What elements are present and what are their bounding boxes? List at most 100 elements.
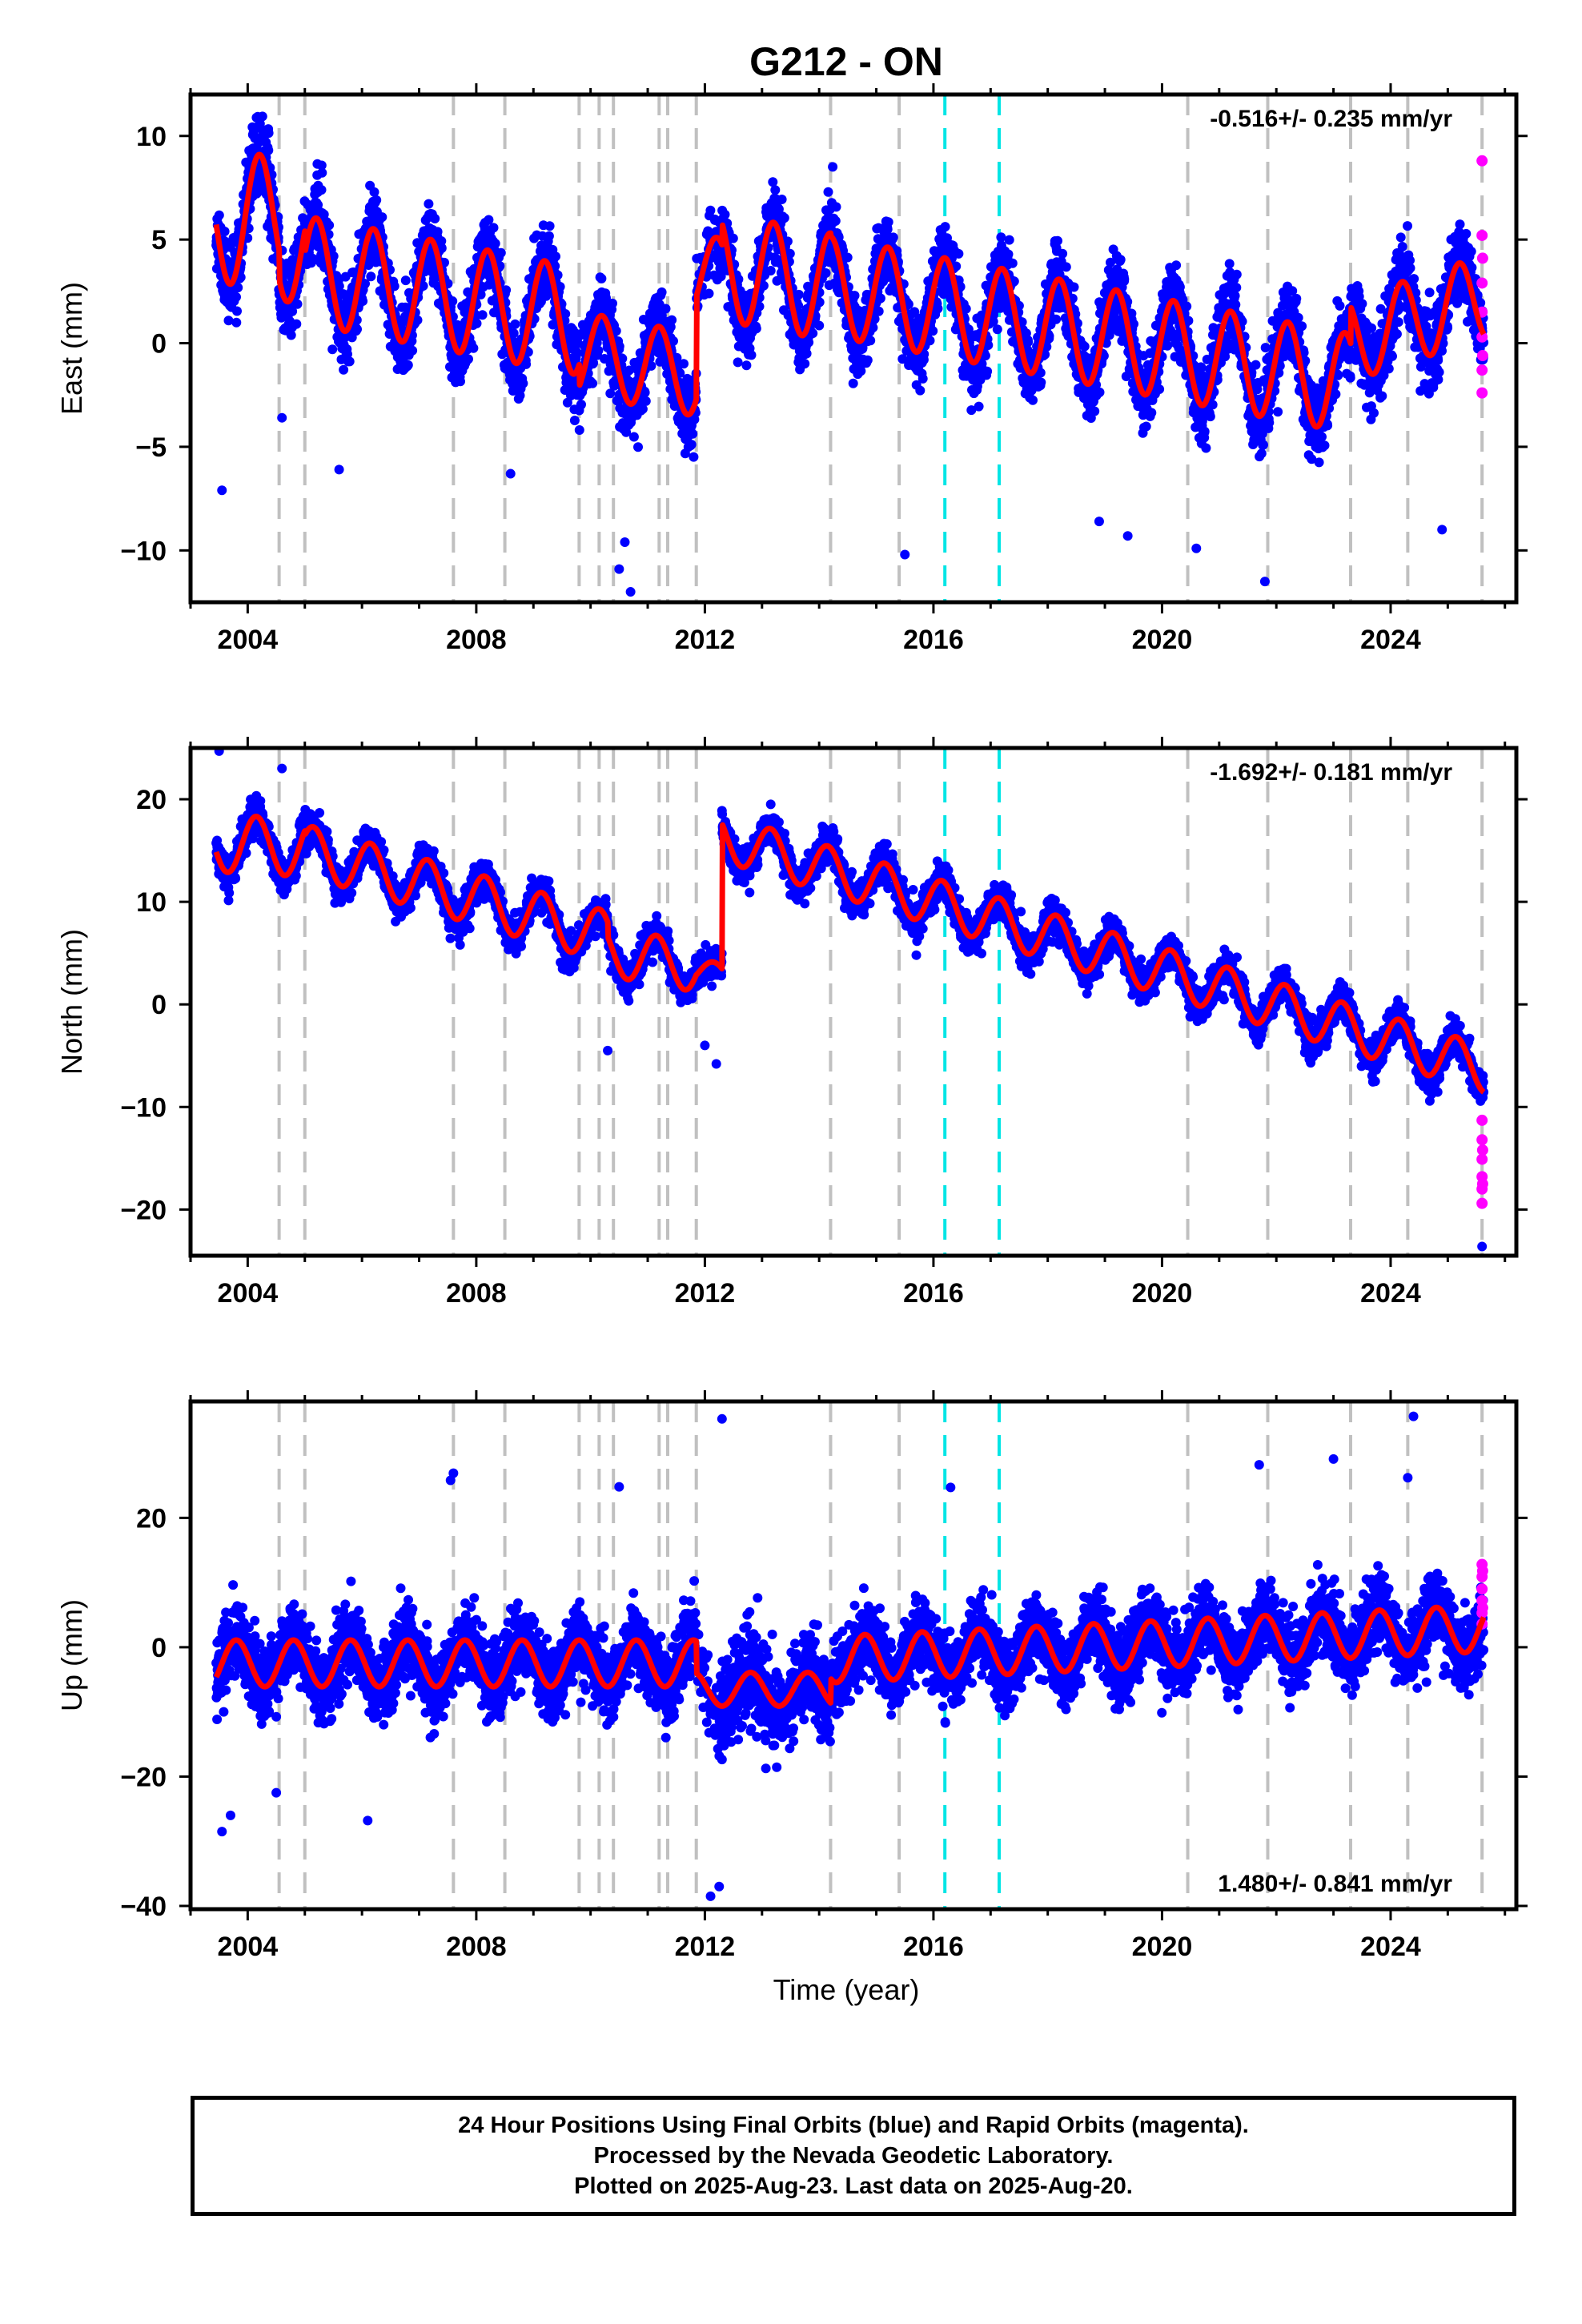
- data-point: [456, 376, 465, 387]
- data-point: [251, 188, 262, 199]
- data-point: [569, 416, 580, 425]
- data-point: [1154, 384, 1165, 394]
- data-point: [667, 315, 677, 325]
- data-point: [544, 231, 554, 241]
- data-point: [688, 428, 698, 439]
- data-point: [656, 287, 667, 297]
- data-point: [291, 319, 302, 329]
- data-point: [689, 452, 699, 462]
- plot-area: [211, 94, 1489, 602]
- data-point: [779, 213, 789, 223]
- data-point: [263, 145, 274, 155]
- data-point: [328, 251, 339, 261]
- data-point: [344, 356, 355, 367]
- data-point: [219, 227, 230, 236]
- data-point: [521, 359, 532, 369]
- data-point: [888, 232, 898, 243]
- data-point: [974, 401, 984, 412]
- data-point: [1090, 406, 1100, 416]
- data-point: [588, 378, 598, 388]
- data-point: [661, 304, 671, 314]
- data-point: [403, 360, 413, 370]
- data-point: [287, 306, 298, 316]
- data-point: [430, 214, 440, 223]
- data-point: [436, 243, 447, 253]
- data-point: [1023, 337, 1034, 348]
- data-point: [793, 289, 804, 300]
- data-point: [1028, 395, 1038, 405]
- data-point: [765, 266, 776, 275]
- data-point: [1182, 301, 1192, 312]
- data-point: [954, 248, 964, 259]
- data-point: [1174, 282, 1185, 292]
- data-point: [804, 337, 814, 348]
- data-point: [746, 350, 757, 360]
- data-point: [510, 319, 520, 329]
- data-point: [865, 336, 876, 346]
- data-point: [286, 330, 296, 340]
- data-point: [640, 396, 651, 406]
- data-point: [488, 223, 499, 233]
- data-point: [1007, 258, 1018, 268]
- data-point: [728, 233, 738, 243]
- data-point: [377, 212, 387, 223]
- data-point: [679, 359, 689, 369]
- data-point: [418, 281, 428, 291]
- data-point: [496, 247, 506, 258]
- data-point: [940, 222, 950, 232]
- data-point: [1061, 262, 1071, 272]
- data-point: [484, 215, 494, 225]
- data-point: [327, 344, 338, 355]
- data-point: [875, 293, 885, 304]
- data-point: [468, 343, 479, 353]
- data-point: [1079, 341, 1090, 352]
- data-point: [412, 315, 423, 325]
- data-point: [883, 217, 893, 227]
- data-point: [292, 299, 303, 309]
- data-point: [842, 252, 853, 263]
- data-point: [992, 324, 1002, 335]
- data-point: [1069, 282, 1079, 292]
- data-point: [339, 364, 349, 375]
- data-point: [770, 185, 781, 195]
- data-point: [408, 345, 418, 356]
- data-point: [400, 275, 411, 286]
- data-point: [628, 432, 639, 442]
- data-point: [828, 162, 838, 172]
- data-point: [741, 360, 752, 371]
- data-point: [432, 227, 443, 237]
- data-point: [352, 324, 362, 335]
- data-point: [343, 349, 352, 360]
- data-point: [733, 357, 743, 368]
- data-point: [233, 283, 243, 293]
- data-point: [933, 304, 943, 314]
- data-point: [490, 239, 500, 249]
- data-point: [593, 345, 604, 356]
- data-point: [1053, 235, 1062, 246]
- data-point: [608, 298, 617, 308]
- data-point: [366, 271, 376, 282]
- data-point: [751, 324, 761, 334]
- data-point: [777, 195, 787, 204]
- data-point: [705, 205, 716, 215]
- data-point: [821, 268, 831, 278]
- data-point: [961, 304, 971, 314]
- data-point: [596, 273, 607, 283]
- data-point: [316, 185, 327, 195]
- data-point: [257, 111, 267, 122]
- data-point: [1141, 421, 1151, 432]
- data-point: [235, 272, 246, 283]
- data-point: [232, 306, 242, 316]
- chart-title: G212 - ON: [749, 39, 943, 84]
- data-point: [518, 378, 528, 388]
- data-point: [551, 251, 560, 262]
- data-point: [389, 281, 400, 292]
- data-point: [448, 296, 458, 307]
- data-point: [1146, 408, 1157, 418]
- data-point: [358, 296, 368, 306]
- data-point: [231, 292, 241, 302]
- data-point: [1058, 248, 1068, 259]
- data-point: [831, 202, 841, 212]
- data-point: [1119, 274, 1130, 284]
